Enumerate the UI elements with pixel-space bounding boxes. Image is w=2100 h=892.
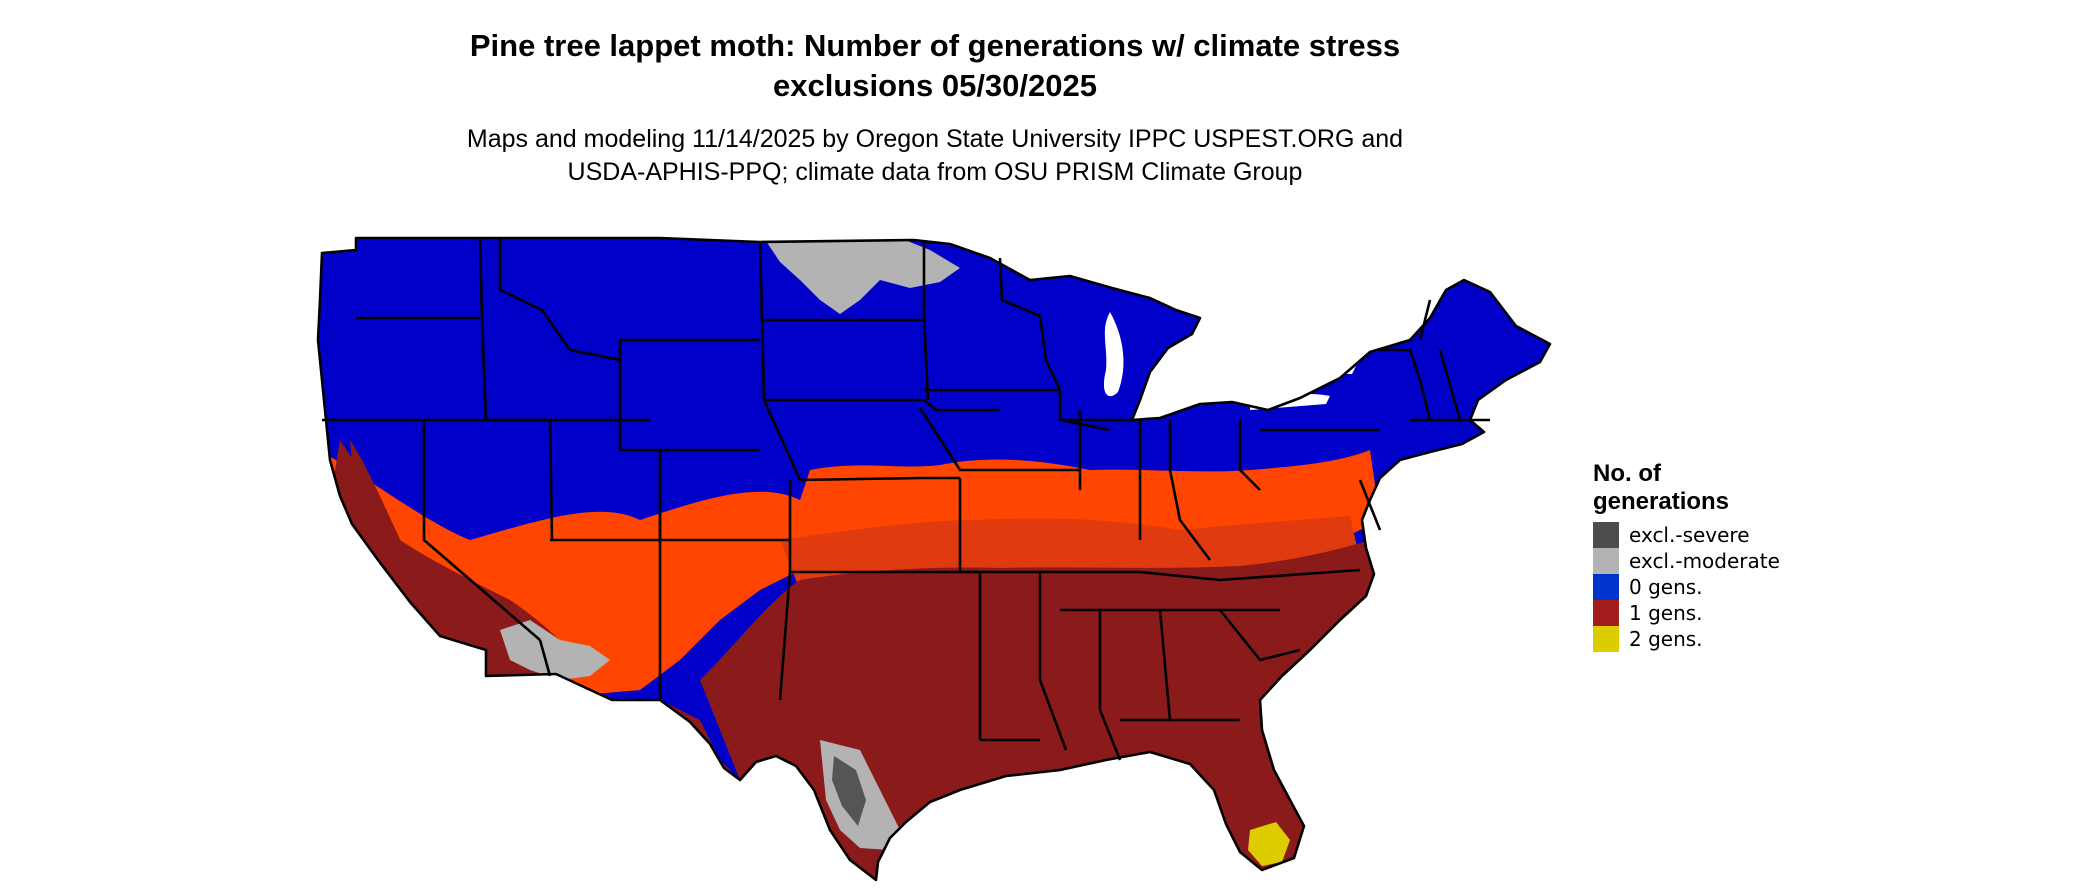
legend-item-0-gens: 0 gens. <box>1593 574 1893 600</box>
legend-swatch-1-gens <box>1593 600 1619 626</box>
generation-zones <box>318 238 1550 880</box>
legend-swatch-excl-severe <box>1593 522 1619 548</box>
legend-swatch-0-gens <box>1593 574 1619 600</box>
legend-title-line-1: No. of <box>1593 460 1661 487</box>
map-subtitle-line-1: Maps and modeling 11/14/2025 by Oregon S… <box>466 125 1404 153</box>
zone-excl-moderate-arizona <box>500 620 610 680</box>
legend-swatch-2-gens <box>1593 626 1619 652</box>
legend-item-excl-moderate: excl.-moderate <box>1593 548 1893 574</box>
legend-label-2-gens: 2 gens. <box>1629 627 1703 651</box>
legend-item-2-gens: 2 gens. <box>1593 626 1893 652</box>
zone-excl-severe-texas <box>832 756 866 826</box>
legend-item-excl-severe: excl.-severe <box>1593 522 1893 548</box>
map-title: Pine tree lappet moth: Number of generat… <box>0 26 1870 106</box>
map-title-line-2: exclusions 05/30/2025 <box>772 68 1097 103</box>
legend-title: No. of generations <box>1593 460 1893 516</box>
legend-title-line-2: generations <box>1593 488 1730 515</box>
legend-item-1-gens: 1 gens. <box>1593 600 1893 626</box>
zone-2-gens-florida <box>1248 822 1290 866</box>
zone-excl-moderate-minnesota <box>764 238 960 314</box>
state-borders <box>316 236 1552 882</box>
legend-label-1-gens: 1 gens. <box>1629 601 1703 625</box>
zone-1-gen-california <box>350 440 410 560</box>
map-title-line-1: Pine tree lappet moth: Number of generat… <box>469 28 1401 63</box>
legend-swatch-excl-moderate <box>1593 548 1619 574</box>
legend-label-excl-moderate: excl.-moderate <box>1629 549 1780 573</box>
legend-label-0-gens: 0 gens. <box>1629 575 1703 599</box>
us-generations-map <box>316 236 1552 882</box>
legend: No. of generations excl.-severe excl.-mo… <box>1593 460 1893 652</box>
legend-label-excl-severe: excl.-severe <box>1629 523 1750 547</box>
map-subtitle-line-2: USDA-APHIS-PPQ; climate data from OSU PR… <box>567 158 1303 186</box>
map-subtitle: Maps and modeling 11/14/2025 by Oregon S… <box>0 123 1870 189</box>
